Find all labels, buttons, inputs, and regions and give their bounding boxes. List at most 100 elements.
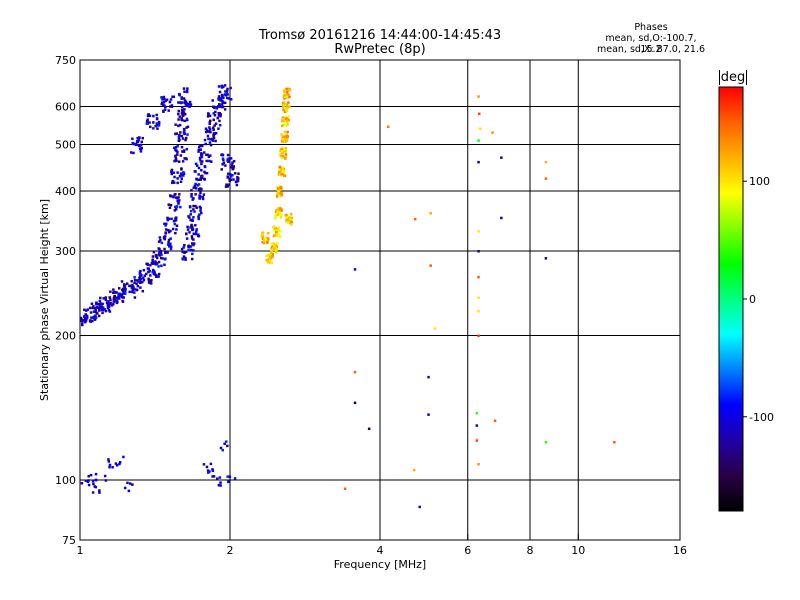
- o-mode-point: [206, 469, 210, 472]
- o-mode-point: [200, 162, 203, 166]
- o-mode-point: [111, 465, 114, 469]
- o-mode-point: [92, 305, 95, 308]
- o-mode-point: [103, 308, 106, 311]
- o-mode-point: [138, 276, 141, 279]
- o-mode-point: [194, 204, 197, 208]
- echo-point: [500, 156, 503, 159]
- o-mode-point: [117, 287, 121, 290]
- o-mode-point: [176, 150, 179, 154]
- echo-point: [475, 424, 479, 427]
- echo-point: [477, 296, 480, 300]
- o-mode-point: [206, 153, 209, 157]
- o-mode-point: [107, 304, 111, 308]
- o-mode-point: [174, 154, 177, 158]
- o-mode-point: [160, 264, 163, 268]
- echo-point: [500, 216, 503, 220]
- x-mode-point: [274, 227, 277, 230]
- o-mode-point: [138, 147, 142, 150]
- o-mode-point: [185, 232, 188, 235]
- o-mode-point: [212, 112, 215, 115]
- x-mode-point: [276, 207, 280, 210]
- o-mode-point: [208, 122, 211, 126]
- o-mode-point: [202, 151, 206, 154]
- o-mode-point: [207, 130, 210, 133]
- o-mode-point: [92, 482, 95, 486]
- o-mode-point: [118, 462, 121, 466]
- o-mode-point: [146, 118, 149, 121]
- o-mode-point: [89, 311, 93, 314]
- o-mode-point: [126, 481, 129, 485]
- o-mode-point: [141, 289, 145, 293]
- o-mode-point: [217, 85, 221, 88]
- o-mode-point: [212, 118, 215, 122]
- o-mode-point: [131, 285, 134, 288]
- o-mode-point: [160, 101, 164, 104]
- x-mode-point: [280, 134, 284, 137]
- o-mode-point: [203, 165, 207, 169]
- o-mode-point: [191, 228, 194, 232]
- o-mode-point: [229, 157, 233, 160]
- o-mode-point: [234, 180, 238, 184]
- x-mode-point: [284, 149, 288, 152]
- o-mode-point: [188, 205, 192, 208]
- x-mode-point: [290, 216, 294, 220]
- o-mode-point: [143, 274, 147, 277]
- o-mode-point: [134, 142, 138, 146]
- o-mode-point: [180, 108, 184, 112]
- o-mode-point: [106, 306, 110, 310]
- o-mode-point: [214, 139, 217, 143]
- o-mode-point: [104, 309, 108, 313]
- o-mode-point: [170, 172, 174, 176]
- o-mode-point: [189, 209, 193, 213]
- x-mode-point: [272, 225, 276, 229]
- o-mode-point: [182, 87, 186, 90]
- o-mode-point: [222, 85, 225, 88]
- x-mode-point: [264, 238, 268, 242]
- o-mode-point: [167, 245, 171, 248]
- o-mode-point: [178, 93, 181, 96]
- o-mode-point: [162, 103, 165, 107]
- o-mode-point: [132, 151, 135, 155]
- echo-point: [353, 370, 357, 374]
- o-mode-point: [217, 98, 221, 101]
- echo-point: [412, 468, 416, 472]
- o-mode-point: [141, 136, 144, 140]
- o-mode-point: [179, 180, 183, 183]
- o-mode-point: [212, 105, 215, 109]
- x-mode-point: [272, 242, 276, 245]
- o-mode-point: [213, 124, 216, 127]
- o-mode-point: [94, 472, 98, 476]
- o-mode-point: [170, 170, 173, 173]
- o-mode-point: [225, 183, 228, 186]
- o-mode-point: [98, 308, 101, 311]
- o-mode-point: [120, 280, 124, 283]
- o-mode-point: [122, 290, 125, 294]
- o-mode-point: [112, 288, 115, 291]
- o-mode-point: [92, 310, 96, 313]
- o-mode-point: [186, 125, 190, 129]
- o-mode-point: [182, 131, 186, 134]
- o-mode-point: [133, 278, 137, 282]
- x-mode-point: [280, 150, 284, 153]
- o-mode-point: [169, 203, 173, 207]
- o-mode-point: [162, 235, 166, 239]
- o-mode-point: [166, 217, 170, 221]
- x-mode-point: [275, 248, 278, 251]
- phases-o-stats: mean, sd,O:-100.7, 15.2: [605, 33, 697, 55]
- x-mode-point: [274, 215, 277, 218]
- o-mode-point: [99, 302, 102, 305]
- o-mode-point: [167, 238, 171, 242]
- o-mode-point: [185, 89, 189, 93]
- x-mode-point: [277, 233, 281, 236]
- o-mode-point: [201, 160, 204, 163]
- o-mode-point: [179, 101, 183, 105]
- o-mode-point: [226, 475, 229, 478]
- o-mode-point: [222, 158, 225, 162]
- o-mode-point: [142, 268, 146, 272]
- o-mode-point: [204, 142, 207, 146]
- x-mode-point: [280, 194, 284, 197]
- x-mode-point: [274, 230, 278, 234]
- o-mode-point: [151, 258, 154, 261]
- o-mode-point: [171, 95, 174, 99]
- x-tick-label: 6: [464, 544, 471, 557]
